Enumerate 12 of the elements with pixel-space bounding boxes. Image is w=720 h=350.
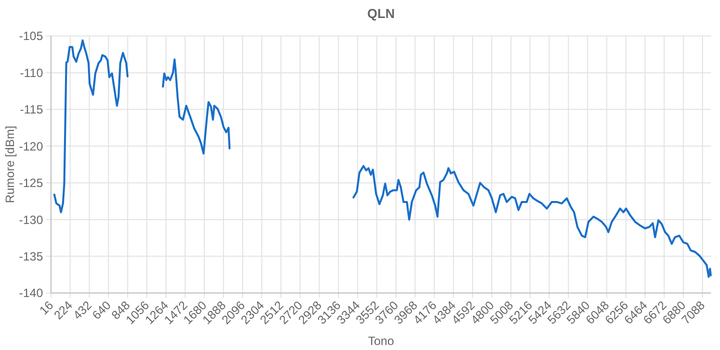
y-tick-label: -105 <box>18 29 44 44</box>
y-axis-title: Rumore [dBm] <box>3 126 17 204</box>
y-tick-label: -120 <box>18 139 44 154</box>
y-tick-label: -110 <box>20 66 44 80</box>
y-tick-label: -115 <box>20 102 44 117</box>
y-tick-label: -140 <box>18 286 44 300</box>
y-tick-label: -135 <box>18 249 44 264</box>
y-tick-label: -125 <box>18 176 44 190</box>
y-tick-label: -130 <box>18 212 44 227</box>
chart-title: QLN <box>367 6 395 21</box>
x-tick-label: 224 <box>51 298 76 322</box>
x-axis-title: Tono <box>368 334 394 348</box>
